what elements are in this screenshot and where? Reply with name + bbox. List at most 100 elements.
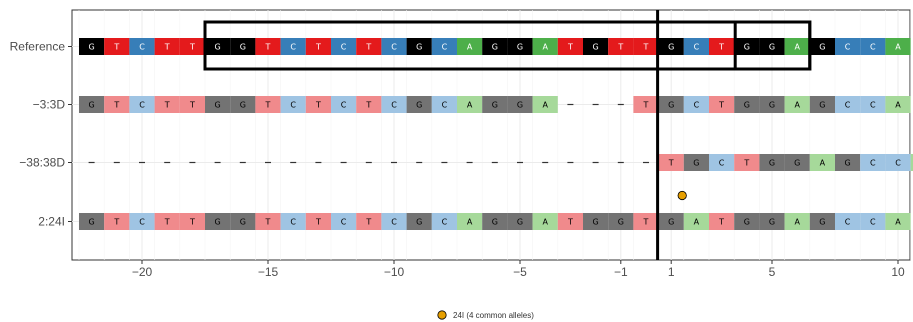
nucleotide-tile xyxy=(608,38,634,55)
nucleotide-tile xyxy=(759,154,785,171)
nucleotide-tile xyxy=(381,38,407,55)
nucleotide-letter: T xyxy=(643,101,649,110)
nucleotide-tile xyxy=(633,96,659,113)
nucleotide-tile xyxy=(658,213,684,230)
nucleotide-letter: T xyxy=(668,159,674,168)
guide-boxes xyxy=(203,10,812,260)
nucleotide-letter: T xyxy=(265,101,271,110)
nucleotide-tile xyxy=(583,213,609,230)
nucleotide-tile xyxy=(205,96,231,113)
y-tick-label: −3:3D xyxy=(33,98,66,112)
nucleotide-tile xyxy=(557,38,583,55)
nucleotide-tile xyxy=(860,154,886,171)
nucleotide-tile xyxy=(860,213,886,230)
x-tick-label: 10 xyxy=(891,265,905,279)
nucleotide-tile xyxy=(205,213,231,230)
nucleotide-tile xyxy=(809,154,835,171)
nucleotide-letter: G xyxy=(592,218,598,227)
nucleotide-letter: A xyxy=(794,43,800,52)
nucleotide-letter: A xyxy=(694,218,700,227)
nucleotide-letter: C xyxy=(341,218,347,227)
nucleotide-letter: T xyxy=(643,218,649,227)
nucleotide-letter: G xyxy=(769,218,775,227)
nucleotide-tile xyxy=(129,38,155,55)
x-tick-label: 1 xyxy=(668,265,675,279)
nucleotide-letter: C xyxy=(870,218,876,227)
nucleotide-tile xyxy=(280,38,306,55)
nucleotide-letter: C xyxy=(290,101,296,110)
nucleotide-letter: A xyxy=(467,43,473,52)
nucleotide-tile xyxy=(885,38,911,55)
nucleotide-tile xyxy=(658,154,684,171)
nucleotide-letter: A xyxy=(542,218,548,227)
nucleotide-tile xyxy=(255,38,281,55)
nucleotide-tile xyxy=(356,38,382,55)
nucleotide-tile xyxy=(809,38,835,55)
nucleotide-letter: G xyxy=(492,43,498,52)
nucleotide-tile xyxy=(759,38,785,55)
nucleotide-letter: C xyxy=(845,43,851,52)
nucleotide-tile xyxy=(633,213,659,230)
nucleotide-letter: C xyxy=(442,43,448,52)
nucleotide-letter: G xyxy=(88,218,94,227)
nucleotide-tile xyxy=(784,96,810,113)
nucleotide-letter: T xyxy=(365,218,371,227)
nucleotide-tile xyxy=(179,213,205,230)
nucleotide-tile xyxy=(331,38,357,55)
nucleotide-tile xyxy=(431,38,457,55)
nucleotide-tile xyxy=(860,38,886,55)
nucleotide-letter: C xyxy=(870,101,876,110)
nucleotide-tile xyxy=(557,213,583,230)
nucleotide-tile xyxy=(885,213,911,230)
nucleotide-tile xyxy=(507,96,533,113)
nucleotide-tile xyxy=(154,96,180,113)
nucleotide-tile xyxy=(129,96,155,113)
nucleotide-tile xyxy=(305,213,331,230)
nucleotide-tile xyxy=(179,38,205,55)
nucleotide-letter: C xyxy=(870,43,876,52)
nucleotide-tile xyxy=(658,96,684,113)
nucleotide-letter: G xyxy=(214,101,220,110)
nucleotide-tile xyxy=(910,154,913,171)
nucleotide-letter: A xyxy=(820,159,826,168)
nucleotide-tile xyxy=(683,96,709,113)
nucleotide-tile xyxy=(79,38,105,55)
nucleotide-letter: A xyxy=(467,101,473,110)
nucleotide-letter: G xyxy=(819,101,825,110)
nucleotide-tile xyxy=(305,38,331,55)
nucleotide-tile xyxy=(759,96,785,113)
nucleotide-letter: G xyxy=(668,101,674,110)
nucleotide-tile xyxy=(784,38,810,55)
nucleotide-tile xyxy=(230,38,256,55)
y-axis: Reference −3:3D −38:38D 2:24I xyxy=(10,40,72,229)
nucleotide-tile xyxy=(356,213,382,230)
nucleotide-letter: G xyxy=(618,218,624,227)
legend-insertion-marker xyxy=(437,310,447,320)
nucleotide-tile xyxy=(709,154,735,171)
nucleotide-letter: G xyxy=(240,101,246,110)
nucleotide-tile xyxy=(734,96,760,113)
nucleotide-tile xyxy=(205,38,231,55)
nucleotide-letter: G xyxy=(240,43,246,52)
y-tick-label: Reference xyxy=(10,40,66,54)
nucleotide-tile xyxy=(280,213,306,230)
nucleotide-tile xyxy=(104,213,130,230)
nucleotide-letter: T xyxy=(315,218,321,227)
nucleotide-letter: G xyxy=(693,159,699,168)
nucleotide-letter: G xyxy=(492,101,498,110)
nucleotide-letter: C xyxy=(139,43,145,52)
nucleotide-letter: G xyxy=(240,218,246,227)
nucleotide-letter: C xyxy=(895,159,901,168)
nucleotide-tile xyxy=(835,38,861,55)
nucleotide-letter: T xyxy=(718,43,724,52)
pam-box xyxy=(733,20,812,71)
nucleotide-letter: T xyxy=(265,218,271,227)
nucleotide-letter: G xyxy=(88,43,94,52)
nucleotide-tile xyxy=(356,96,382,113)
nucleotide-letter: C xyxy=(391,43,397,52)
nucleotide-tile xyxy=(885,154,911,171)
nucleotide-letter: G xyxy=(517,218,523,227)
nucleotide-letter: G xyxy=(592,43,598,52)
nucleotide-tile xyxy=(406,213,432,230)
nucleotide-tile xyxy=(532,96,558,113)
